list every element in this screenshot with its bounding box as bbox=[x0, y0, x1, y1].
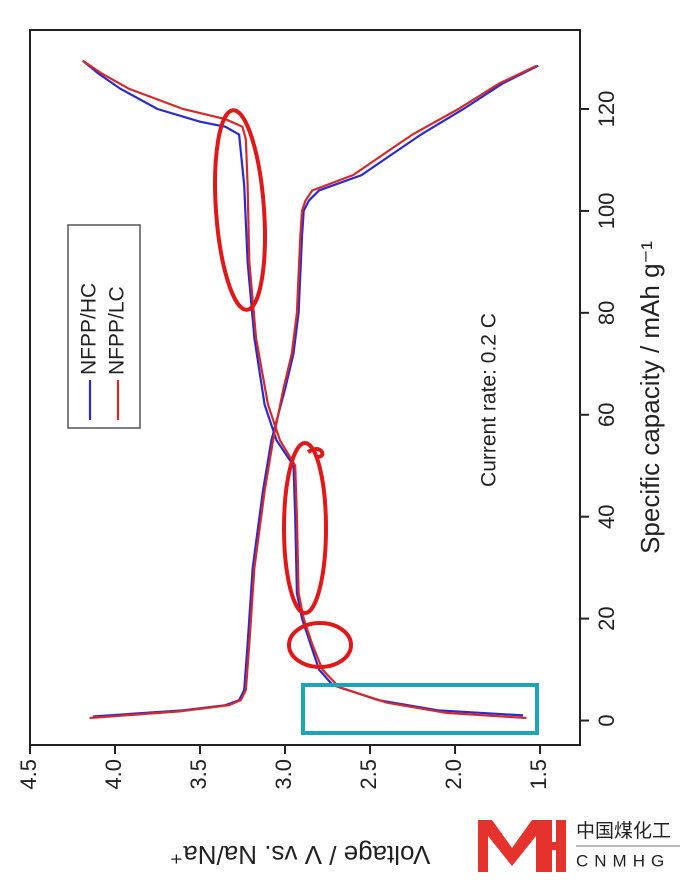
x-tick-label: 80 bbox=[594, 301, 619, 325]
y-axis-title: Voltage / V vs. Na/Na⁺ bbox=[170, 840, 431, 870]
highlight-ellipse bbox=[287, 621, 353, 669]
plot-area: 0 20 40 60 80 100 120 1.5 2.0 2.5 3.0 3.5 4.0 4.5 Spec… bbox=[16, 29, 665, 870]
highlight-hook bbox=[306, 447, 325, 459]
y-tick-label: 3.5 bbox=[186, 759, 211, 790]
x-tick-label: 20 bbox=[594, 606, 619, 630]
x-axis-title: Specific capacity / mAh g⁻¹ bbox=[635, 241, 665, 554]
data-line bbox=[81, 59, 539, 718]
watermark-text: 中国煤化工 bbox=[576, 820, 671, 842]
legend-label: NFPP/LC bbox=[106, 286, 129, 375]
y-tick-label: 4.5 bbox=[16, 759, 41, 790]
annotation: Current rate: 0.2 C bbox=[478, 313, 501, 487]
y-tick-label: 2.5 bbox=[356, 759, 381, 790]
x-tick-label: 60 bbox=[594, 403, 619, 427]
plot-frame bbox=[29, 29, 581, 746]
highlight-ellipse bbox=[282, 441, 328, 615]
legend-label: NFPP/HC bbox=[78, 283, 101, 375]
highlight-box bbox=[301, 683, 539, 735]
x-tick-label: 0 bbox=[594, 714, 619, 726]
logo-h bbox=[542, 842, 566, 850]
watermark-subtext: CNMHG bbox=[576, 851, 670, 870]
highlight-ellipse bbox=[213, 108, 267, 312]
y-tick-label: 4.0 bbox=[101, 759, 126, 790]
data-line bbox=[82, 59, 538, 720]
x-tick-label: 40 bbox=[594, 504, 619, 528]
x-tick-label: 120 bbox=[594, 91, 619, 128]
y-tick-label: 3.0 bbox=[271, 759, 296, 790]
y-tick-label: 2.0 bbox=[441, 759, 466, 790]
legend-box bbox=[67, 224, 141, 429]
y-tick-label: 1.5 bbox=[526, 759, 551, 790]
logo-m bbox=[478, 820, 546, 872]
legend: NFPP/HC NFPP/LC bbox=[67, 224, 141, 429]
watermark: 中国煤化工 CNMHG bbox=[478, 820, 680, 872]
x-tick-label: 100 bbox=[594, 193, 619, 230]
